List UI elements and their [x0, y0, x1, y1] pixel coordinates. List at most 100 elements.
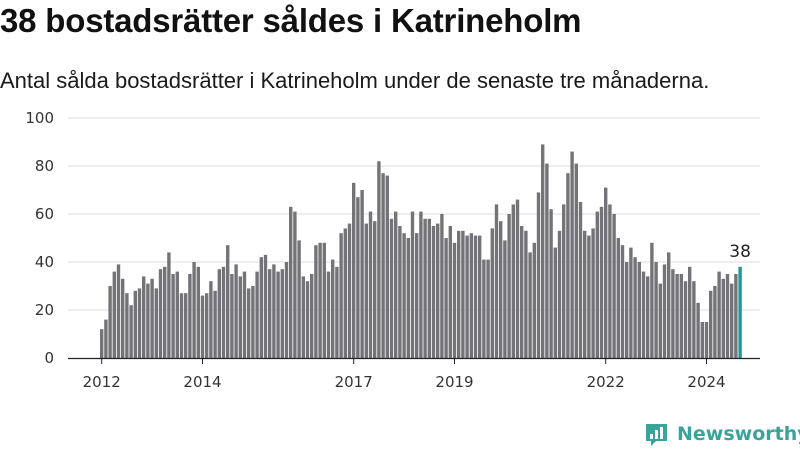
bar — [268, 269, 272, 358]
bar — [566, 173, 570, 358]
bar — [608, 204, 612, 358]
bar — [146, 283, 150, 358]
bar — [205, 293, 209, 358]
last-value-label: 38 — [729, 242, 751, 262]
newsworthy-brand[interactable]: Newsworthy — [644, 420, 800, 448]
bar — [339, 233, 343, 358]
bar — [515, 199, 520, 358]
bar — [436, 223, 440, 358]
bar — [116, 264, 121, 358]
bar — [490, 228, 494, 358]
bar — [629, 247, 633, 358]
bar — [549, 209, 553, 358]
chart-title: 38 bostadsrätter såldes i Katrineholm — [0, 2, 582, 39]
bar — [448, 226, 452, 358]
bar — [171, 274, 175, 358]
bar — [263, 254, 268, 358]
bar — [314, 245, 318, 358]
bar — [431, 226, 436, 358]
bar — [121, 278, 125, 358]
bar — [284, 262, 289, 358]
bar — [310, 274, 314, 358]
bar — [389, 218, 394, 358]
bar — [696, 302, 700, 358]
bar — [179, 293, 184, 358]
bar — [679, 274, 683, 358]
bar — [688, 266, 692, 358]
bar — [272, 264, 276, 358]
bar — [129, 305, 133, 358]
bar — [482, 259, 486, 358]
bar — [641, 271, 646, 358]
bar — [347, 223, 352, 358]
bar — [557, 230, 562, 358]
bar — [604, 187, 608, 358]
bar — [494, 204, 499, 358]
bar — [364, 223, 368, 358]
bar — [104, 319, 108, 358]
bar — [465, 235, 469, 358]
bar — [721, 278, 725, 358]
x-tick-label: 2012 — [83, 373, 121, 391]
bar — [230, 274, 234, 358]
bar — [192, 262, 196, 358]
bar — [398, 226, 402, 358]
bar — [625, 262, 629, 358]
bar — [440, 214, 444, 358]
bar — [692, 281, 696, 358]
bar — [226, 245, 230, 358]
bar — [633, 257, 637, 358]
bar — [335, 266, 339, 358]
bar — [536, 192, 541, 358]
bar — [293, 211, 297, 358]
bar — [612, 214, 616, 358]
bar — [133, 290, 137, 358]
bar — [154, 288, 158, 358]
x-tick-label: 2019 — [435, 373, 473, 391]
bar — [360, 190, 364, 358]
newsworthy-logo-icon — [646, 423, 667, 446]
bar — [713, 286, 717, 358]
bar — [242, 271, 247, 358]
bar — [406, 238, 410, 358]
bar — [394, 211, 398, 358]
bar — [524, 230, 528, 358]
bar — [473, 235, 478, 358]
bar — [373, 221, 377, 358]
bar — [734, 274, 738, 358]
bar — [717, 271, 721, 358]
bar — [322, 242, 326, 358]
bar — [469, 233, 473, 358]
bar — [637, 262, 641, 358]
bar — [221, 266, 226, 358]
bar — [499, 221, 503, 358]
bar — [331, 259, 335, 358]
bar — [583, 230, 587, 358]
bar — [259, 257, 263, 358]
bar — [234, 264, 238, 358]
bar — [452, 242, 457, 358]
bar — [658, 283, 662, 358]
bar — [520, 226, 524, 358]
bar — [545, 163, 549, 358]
bar — [444, 238, 448, 358]
bar — [289, 206, 293, 358]
bar — [175, 271, 179, 358]
bar — [620, 245, 625, 358]
x-tick-label: 2022 — [587, 373, 625, 391]
bar — [599, 206, 604, 358]
bar — [213, 290, 217, 358]
bar — [402, 233, 406, 358]
bar — [356, 197, 360, 358]
bar — [595, 211, 599, 358]
bar — [570, 151, 574, 358]
bar — [188, 274, 192, 358]
bar — [532, 242, 536, 358]
bar — [683, 281, 688, 358]
bar — [385, 175, 389, 358]
bar — [280, 269, 284, 358]
bar — [646, 276, 650, 358]
bar — [377, 161, 381, 358]
brand-name: Newsworthy — [677, 423, 800, 445]
